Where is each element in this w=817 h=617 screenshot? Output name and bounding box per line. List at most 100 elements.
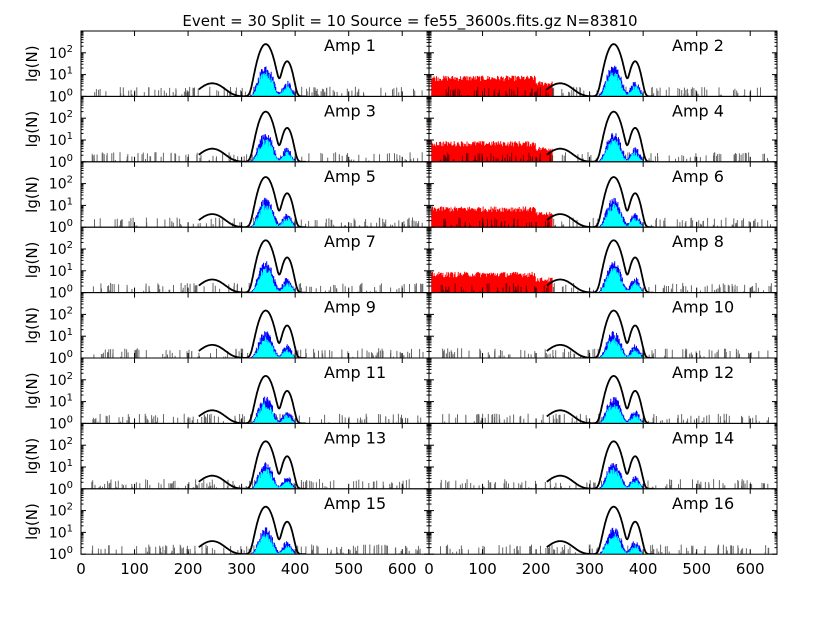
panel-label: Amp 1 (324, 36, 376, 55)
main-series-line (198, 440, 306, 489)
panel-4: Amp 4 (428, 95, 778, 163)
y-tick-label: 102 (49, 305, 73, 323)
panel-plot-area (442, 374, 769, 424)
x-tick-label: 500 (334, 560, 363, 578)
y-tick-label: 100 (49, 480, 73, 498)
y-tick-label: 101 (49, 458, 73, 476)
y-tick-label: 101 (49, 196, 73, 214)
main-series-line (546, 176, 654, 228)
y-tick-label: 100 (49, 153, 73, 171)
cyan-series (248, 336, 296, 358)
cyan-series (248, 139, 296, 162)
panel-frame (80, 226, 430, 294)
cyan-series (247, 204, 296, 228)
panel-label: Amp 4 (672, 101, 724, 120)
y-axis-label: lg(N) (23, 111, 41, 148)
y-tick-label: 101 (49, 393, 73, 411)
panel-label: Amp 3 (324, 101, 376, 120)
main-series-line (198, 309, 306, 359)
x-tick-label: 600 (736, 560, 765, 578)
panel-plot-area (92, 374, 422, 424)
panel-16: Amp 16 (428, 488, 778, 555)
panel-15: 100 101 102 lg(N) Amp 15 (23, 488, 430, 563)
main-series-line (198, 505, 306, 555)
x-tick-label: 300 (227, 560, 256, 578)
panel-5: 100 101 102 lg(N) Amp 5 (23, 161, 430, 236)
cyan-series (596, 337, 644, 358)
noise-series (431, 141, 553, 162)
panel-plot-area (91, 505, 421, 555)
main-series-line (546, 110, 654, 162)
y-tick-label: 102 (49, 502, 73, 520)
y-axis-label: lg(N) (23, 307, 41, 344)
x-tick-label: 0 (424, 560, 434, 578)
panel-plot-area (431, 239, 772, 293)
panel-plot-area (91, 440, 410, 489)
y-tick-label: 100 (49, 414, 73, 432)
x-tick-label: 400 (629, 560, 658, 578)
panel-plot-area (431, 176, 771, 228)
cyan-series (247, 71, 296, 97)
main-series-line (546, 239, 654, 293)
panel-frame (80, 161, 430, 228)
main-series-line (198, 239, 306, 293)
y-axis-label: lg(N) (23, 503, 41, 540)
panel-label: Amp 16 (672, 494, 734, 513)
panel-10: Amp 10 (428, 292, 778, 359)
y-tick-label: 102 (49, 175, 73, 193)
panel-1: 100 101 102 lg(N) Amp 1 (23, 30, 430, 105)
panel-plot-area (93, 309, 424, 359)
cyan-series (248, 267, 296, 293)
y-tick-label: 101 (49, 327, 73, 345)
panel-frame (80, 95, 430, 163)
chart-title: Event = 30 Split = 10 Source = fe55_3600… (182, 12, 637, 31)
x-tick-label: 0 (76, 560, 86, 578)
y-tick-label: 101 (49, 66, 73, 84)
y-tick-label: 101 (49, 523, 73, 541)
main-series-line (546, 43, 654, 97)
panel-label: Amp 15 (324, 494, 386, 513)
panel-label: Amp 7 (324, 232, 376, 251)
x-tick-label: 200 (522, 560, 551, 578)
y-tick-label: 102 (49, 44, 73, 62)
y-tick-label: 100 (49, 545, 73, 563)
y-tick-label: 100 (49, 349, 73, 367)
y-axis-label: lg(N) (23, 45, 41, 82)
cyan-series (248, 402, 296, 424)
cyan-series (596, 72, 644, 97)
panel-frame (80, 30, 430, 97)
panel-14: Amp 14 (428, 422, 778, 490)
y-tick-label: 101 (49, 131, 73, 149)
panel-plot-area (431, 43, 761, 97)
y-axis-label: lg(N) (23, 242, 41, 279)
panel-plot-area (92, 239, 424, 293)
background-spikes (94, 86, 423, 97)
y-tick-label: 102 (49, 240, 73, 258)
cyan-series (596, 467, 644, 489)
panel-8: Amp 8 (428, 226, 778, 294)
cyan-series (596, 203, 644, 228)
panel-plot-area (431, 110, 769, 162)
panel-3: 100 101 102 lg(N) Amp 3 (23, 95, 430, 171)
panel-plot-area (440, 440, 769, 489)
panel-label: Amp 5 (324, 167, 376, 186)
x-tick-label: 600 (388, 560, 417, 578)
y-tick-label: 102 (49, 371, 73, 389)
noise-series (431, 75, 553, 97)
y-tick-label: 101 (49, 262, 73, 280)
x-tick-label: 200 (174, 560, 203, 578)
main-series-line (546, 374, 654, 424)
panels-grid: 100 101 102 lg(N) Amp 1 Amp 2 100 101 102 lg(N) Am… (23, 30, 778, 578)
panel-9: 100 101 102 lg(N) Amp 9 (23, 292, 430, 367)
y-axis-label: lg(N) (23, 372, 41, 409)
cyan-series (596, 139, 644, 162)
panel-label: Amp 9 (324, 298, 376, 317)
panel-label: Amp 2 (672, 36, 724, 55)
panel-plot-area (440, 505, 770, 555)
panel-12: Amp 12 (428, 357, 778, 424)
y-tick-label: 100 (49, 284, 73, 302)
x-tick-label: 100 (120, 560, 149, 578)
panel-11: 100 101 102 lg(N) Amp 11 (23, 357, 430, 432)
panel-6: Amp 6 (428, 161, 778, 228)
